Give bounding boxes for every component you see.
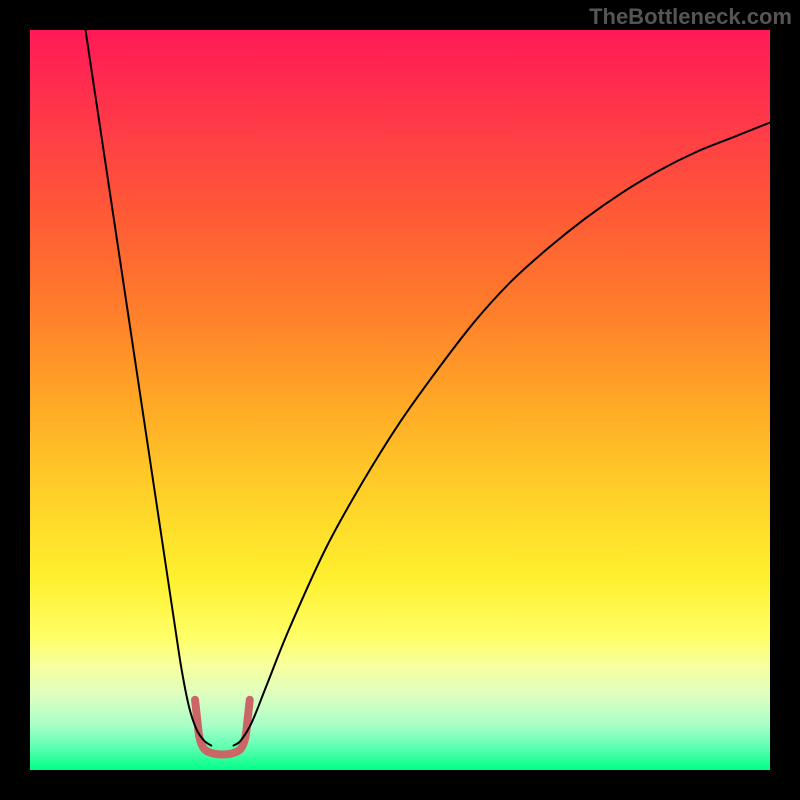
plot-area xyxy=(30,30,770,770)
watermark-text: TheBottleneck.com xyxy=(589,4,792,30)
bottleneck-chart xyxy=(30,30,770,770)
